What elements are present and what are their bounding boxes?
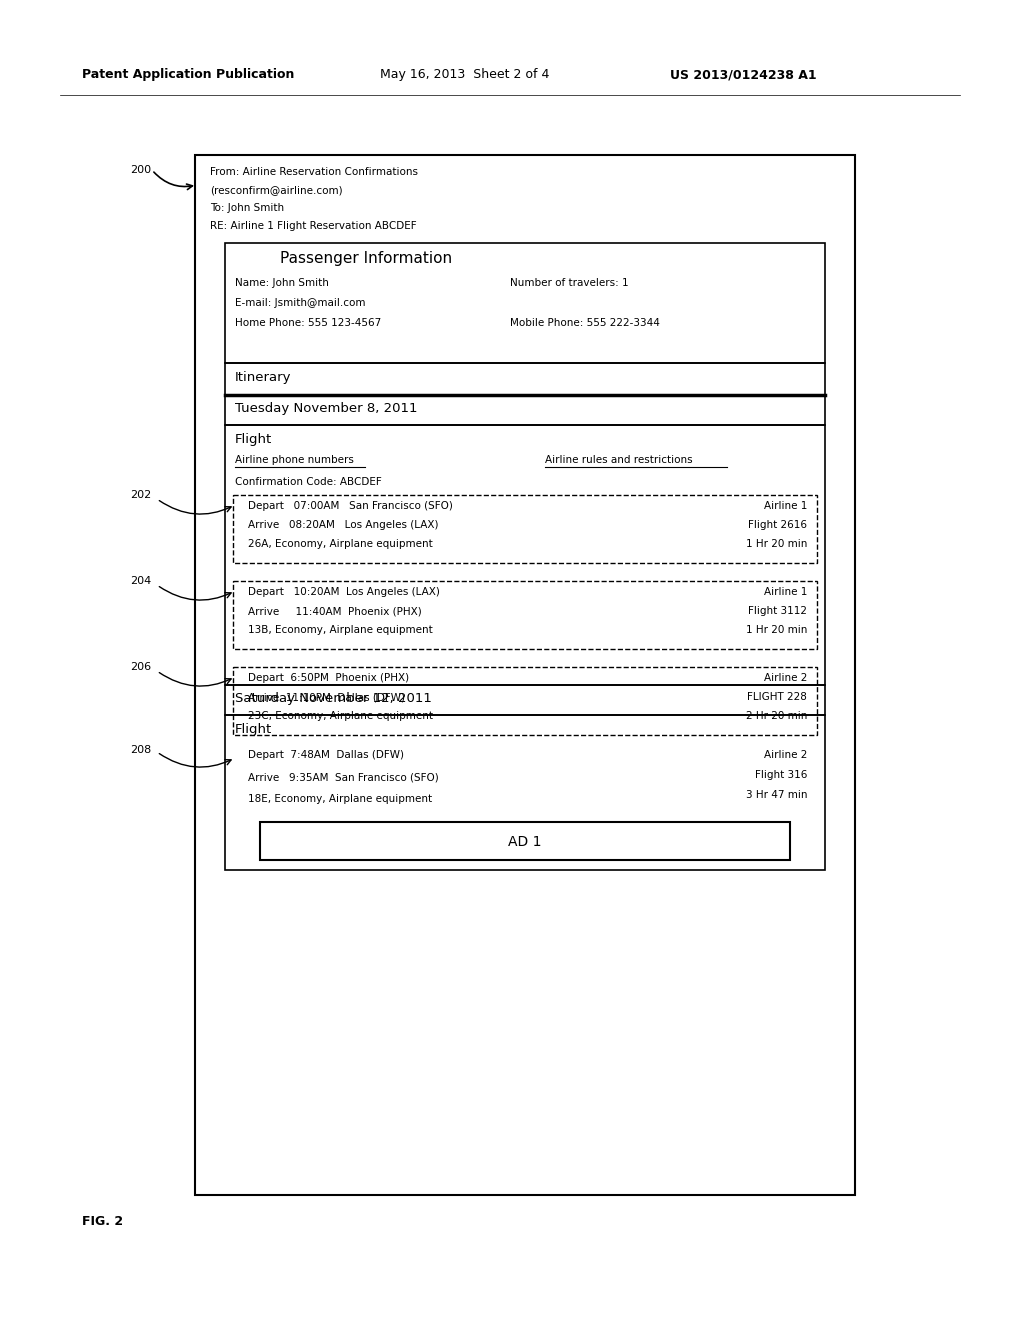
Text: RE: Airline 1 Flight Reservation ABCDEF: RE: Airline 1 Flight Reservation ABCDEF [210,220,417,231]
Text: Depart  6:50PM  Phoenix (PHX): Depart 6:50PM Phoenix (PHX) [248,673,410,682]
Text: AD 1: AD 1 [508,836,542,849]
Text: Number of travelers: 1: Number of travelers: 1 [510,279,629,288]
Text: Airline 2: Airline 2 [764,673,807,682]
Text: Itinerary: Itinerary [234,371,292,384]
Text: 26A, Economy, Airplane equipment: 26A, Economy, Airplane equipment [248,539,433,549]
Text: 2 Hr 20 min: 2 Hr 20 min [745,711,807,721]
Text: 202: 202 [130,490,152,500]
Text: Arrive   9:35AM  San Francisco (SFO): Arrive 9:35AM San Francisco (SFO) [248,772,438,781]
Text: To: John Smith: To: John Smith [210,203,284,213]
Text: US 2013/0124238 A1: US 2013/0124238 A1 [670,69,816,81]
Text: Passenger Information: Passenger Information [280,251,453,267]
Text: Arrive     11:40AM  Phoenix (PHX): Arrive 11:40AM Phoenix (PHX) [248,606,422,616]
Text: Flight 2616: Flight 2616 [748,520,807,531]
Text: Airline 1: Airline 1 [764,502,807,511]
Bar [195,154,855,1195]
Text: Arrive   08:20AM   Los Angeles (LAX): Arrive 08:20AM Los Angeles (LAX) [248,520,438,531]
Text: (resconfirm@airline.com): (resconfirm@airline.com) [210,185,343,195]
Text: 200: 200 [130,165,152,176]
Bar [225,243,825,363]
Text: Flight: Flight [234,433,272,446]
Text: Depart   10:20AM  Los Angeles (LAX): Depart 10:20AM Los Angeles (LAX) [248,587,440,597]
Bar [233,667,817,735]
Text: Flight 3112: Flight 3112 [748,606,807,616]
Text: Mobile Phone: 555 222-3344: Mobile Phone: 555 222-3344 [510,318,659,327]
Text: Airline 2: Airline 2 [764,750,807,760]
Text: Arrive  11:10PM  Dallas (DFW): Arrive 11:10PM Dallas (DFW) [248,692,406,702]
Text: 206: 206 [130,663,152,672]
Text: E-mail: Jsmith@mail.com: E-mail: Jsmith@mail.com [234,298,366,308]
Text: 23C, Economy, Airplane equipment: 23C, Economy, Airplane equipment [248,711,433,721]
Bar [225,395,825,425]
Bar [225,685,825,715]
Text: 3 Hr 47 min: 3 Hr 47 min [745,789,807,800]
Text: Patent Application Publication: Patent Application Publication [82,69,294,81]
Text: FIG. 2: FIG. 2 [82,1214,123,1228]
Bar [233,581,817,649]
Text: From: Airline Reservation Confirmations: From: Airline Reservation Confirmations [210,168,418,177]
Text: Airline rules and restrictions: Airline rules and restrictions [545,455,692,465]
Bar [225,363,825,395]
Text: 204: 204 [130,576,152,586]
Text: Depart  7:48AM  Dallas (DFW): Depart 7:48AM Dallas (DFW) [248,750,404,760]
Text: Home Phone: 555 123-4567: Home Phone: 555 123-4567 [234,318,381,327]
Text: Tuesday November 8, 2011: Tuesday November 8, 2011 [234,403,418,414]
Text: Saturday November 12, 2011: Saturday November 12, 2011 [234,692,432,705]
Text: 1 Hr 20 min: 1 Hr 20 min [745,539,807,549]
Text: FLIGHT 228: FLIGHT 228 [748,692,807,702]
Text: 1 Hr 20 min: 1 Hr 20 min [745,624,807,635]
Bar [225,425,825,685]
Text: May 16, 2013  Sheet 2 of 4: May 16, 2013 Sheet 2 of 4 [380,69,549,81]
Bar [260,822,790,861]
Text: Name: John Smith: Name: John Smith [234,279,329,288]
Text: Airline 1: Airline 1 [764,587,807,597]
Text: Depart   07:00AM   San Francisco (SFO): Depart 07:00AM San Francisco (SFO) [248,502,453,511]
Text: Confirmation Code: ABCDEF: Confirmation Code: ABCDEF [234,477,382,487]
Text: 18E, Economy, Airplane equipment: 18E, Economy, Airplane equipment [248,795,432,804]
Text: 208: 208 [130,744,152,755]
Text: Flight: Flight [234,723,272,737]
Bar [233,495,817,564]
Text: 13B, Economy, Airplane equipment: 13B, Economy, Airplane equipment [248,624,433,635]
Bar [225,715,825,870]
Text: Airline phone numbers: Airline phone numbers [234,455,354,465]
Text: Flight 316: Flight 316 [755,770,807,780]
